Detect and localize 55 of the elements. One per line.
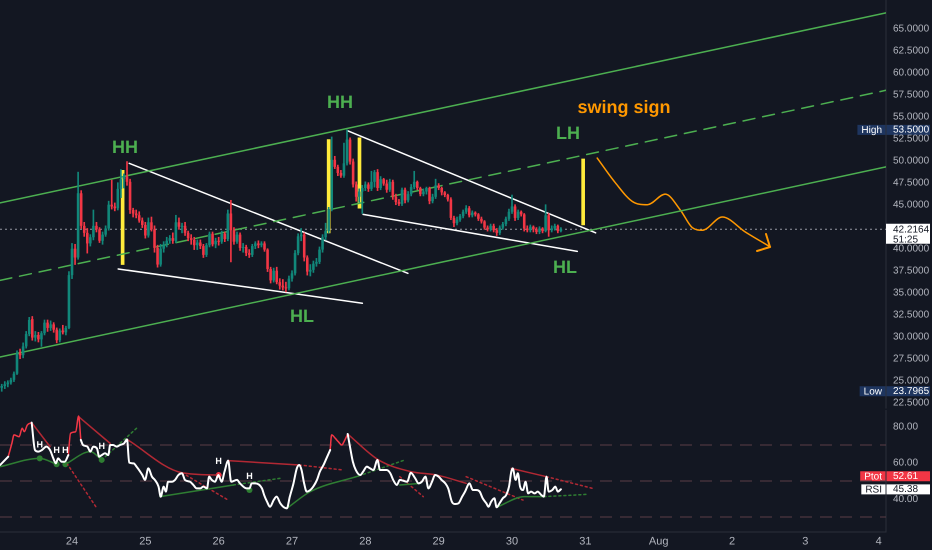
y-tick-label: 52.5000 <box>893 133 930 144</box>
y-tick-label: 32.5000 <box>893 309 930 320</box>
y-tick-label: 52.61 <box>893 471 918 482</box>
annotation: H <box>62 445 69 456</box>
x-tick-label: 27 <box>286 536 298 548</box>
x-tick-label: 29 <box>432 536 445 548</box>
y-tick-label: 30.0000 <box>893 331 930 342</box>
y-tick-label: 50.0000 <box>893 155 930 166</box>
y-tick-label: 40.00 <box>893 494 918 505</box>
y-tick-label: 60.00 <box>893 458 918 469</box>
annotation: Low <box>864 386 883 398</box>
y-tick-label: 80.00 <box>893 422 918 433</box>
x-tick-label: 30 <box>506 536 518 548</box>
y-tick-label: 47.5000 <box>893 177 930 188</box>
annotation: High <box>861 125 882 136</box>
annotation: HL <box>553 256 577 277</box>
candlestick <box>180 222 184 234</box>
annotation: HL <box>290 306 314 326</box>
annotation: Ptot <box>864 472 882 483</box>
y-tick-label: 40.0000 <box>893 243 930 254</box>
x-tick-label: 28 <box>359 536 372 548</box>
annotation: H <box>53 445 60 456</box>
y-tick-label: 45.38 <box>893 484 918 496</box>
y-tick-label: 45.0000 <box>893 199 930 210</box>
annotation: LH <box>556 122 580 143</box>
x-tick-label: 4 <box>876 536 882 548</box>
annotation: H <box>246 470 253 481</box>
annotation: H <box>98 440 105 451</box>
y-tick-label: 22.5000 <box>893 397 930 408</box>
annotation: H <box>36 439 43 450</box>
y-tick-label: 23.7965 <box>893 386 930 398</box>
y-tick-label: 62.5000 <box>893 45 930 56</box>
y-tick-label: 27.5000 <box>893 353 930 364</box>
y-tick-label: 60.0000 <box>893 67 930 78</box>
annotation: HH <box>112 136 138 157</box>
x-tick-label: 25 <box>139 536 152 548</box>
x-tick-label: 2 <box>728 536 736 548</box>
y-tick-label: 65.0000 <box>893 23 930 34</box>
y-tick-label: 35.0000 <box>893 287 930 298</box>
text: RSI <box>865 484 882 496</box>
y-tick-label: 25.0000 <box>893 375 930 386</box>
x-tick-label: 31 <box>579 536 592 548</box>
x-tick-label: Aug <box>648 536 668 548</box>
annotation: HH <box>327 92 353 112</box>
x-tick-label: 3 <box>802 536 808 548</box>
y-tick-label: 55.0000 <box>893 111 930 122</box>
candlestick <box>260 241 263 248</box>
y-tick-label: 37.5000 <box>893 265 930 276</box>
ref-line-label: 42.2164 51:25 <box>893 224 930 246</box>
x-tick-label: 26 <box>212 536 225 548</box>
y-tick-label: 53.5000 <box>893 124 930 136</box>
annotation: swing sign <box>577 96 671 117</box>
annotation: H <box>215 456 222 466</box>
y-tick-label: 57.5000 <box>893 89 930 100</box>
x-tick-label: 24 <box>66 536 78 548</box>
